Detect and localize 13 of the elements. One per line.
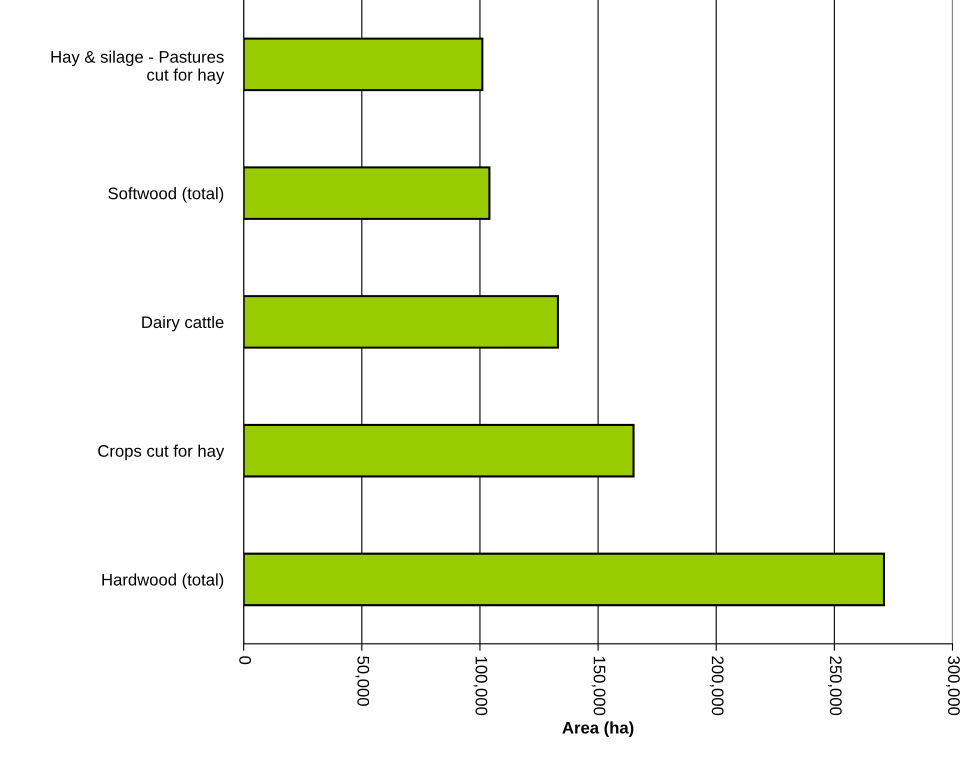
x-tick-label: 300,000 [946,656,960,716]
x-tick-label: 50,000 [355,656,370,706]
x-tick-label: 100,000 [474,656,488,716]
x-axis-title: Area (ha) [562,721,634,737]
x-tick-label: 150,000 [592,656,606,716]
y-tick-label: Dairy cattle [142,316,224,332]
y-tick-label: Hay & silage - Pastures cut for hay [51,50,224,84]
y-tick-label: Softwood (total) [108,187,224,203]
x-tick-label: 250,000 [828,656,842,716]
y-tick-label: Hardwood (total) [102,573,224,589]
y-tick-label: Crops cut for hay [98,444,224,460]
x-tick-label: 200,000 [710,656,724,716]
x-tick-label: 0 [239,656,252,664]
